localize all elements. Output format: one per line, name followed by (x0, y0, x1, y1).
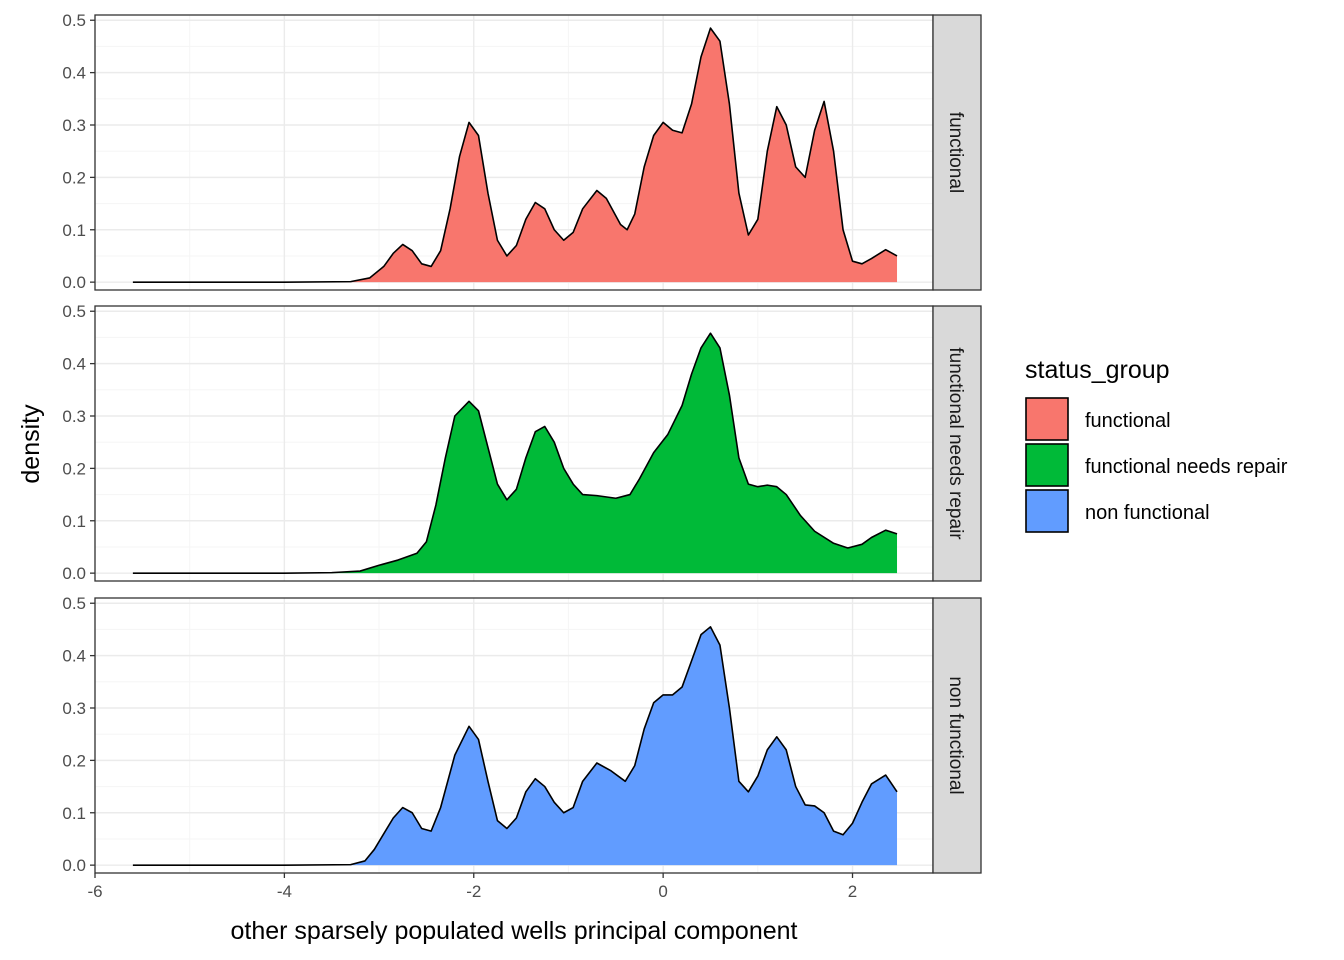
legend-title: status_group (1025, 356, 1170, 384)
density-area-functional-needs-repair (132, 333, 898, 574)
y-tick-label: 0.2 (62, 459, 86, 478)
facet-strip-label: functional needs repair (945, 347, 966, 540)
y-tick-label: 0.4 (62, 355, 86, 374)
y-tick-label: 0.3 (62, 116, 86, 135)
panel-non-functional: 0.0 0.1 0.2 0.3 0.4 0.5 non functional (62, 594, 982, 875)
legend-label: functional (1085, 410, 1171, 432)
y-axis-title: density (17, 404, 45, 484)
y-tick-label: 0.4 (62, 647, 86, 666)
y-tick-label: 0.1 (62, 512, 86, 531)
y-tick-label: 0.5 (62, 302, 86, 321)
x-axis: -6 -4 -2 0 2 (87, 873, 857, 901)
x-tick-label: 0 (658, 882, 667, 901)
legend-key (1025, 443, 1069, 487)
x-tick-label: -4 (277, 882, 292, 901)
y-tick-label: 0.1 (62, 804, 86, 823)
y-tick-label: 0.4 (62, 64, 86, 83)
legend-label: functional needs repair (1085, 456, 1288, 478)
y-tick-label: 0.1 (62, 221, 86, 240)
x-tick-label: 2 (848, 882, 857, 901)
density-area-functional (132, 28, 898, 283)
y-tick-label: 0.0 (62, 856, 86, 875)
facet-strip (932, 597, 982, 874)
facet-strip (932, 305, 982, 582)
y-tick-label: 0.2 (62, 168, 86, 187)
y-tick-label: 0.5 (62, 594, 86, 613)
legend-key (1025, 489, 1069, 533)
density-line-non-functional (132, 626, 898, 866)
legend: status_group functional functional needs … (1025, 356, 1288, 533)
facet-strip (932, 14, 982, 291)
density-area-non-functional (132, 626, 898, 866)
density-line-functional (132, 27, 898, 283)
panel-functional: 0.0 0.1 0.2 0.3 0.4 0.5 functional (62, 11, 982, 292)
facet-strip-label: functional (945, 112, 966, 193)
y-tick-label: 0.0 (62, 273, 86, 292)
legend-key (1025, 397, 1069, 441)
x-tick-label: -2 (466, 882, 481, 901)
y-tick-label: 0.0 (62, 564, 86, 583)
y-tick-label: 0.3 (62, 407, 86, 426)
x-tick-label: -6 (87, 882, 102, 901)
legend-label: non functional (1085, 502, 1210, 524)
x-axis-title: other sparsely populated wells principal… (231, 917, 798, 945)
density-line-functional-needs-repair (132, 332, 898, 574)
facet-strip-label: non functional (945, 676, 966, 794)
y-tick-label: 0.2 (62, 751, 86, 770)
y-tick-label: 0.5 (62, 11, 86, 30)
panel-functional-needs-repair: 0.0 0.1 0.2 0.3 0.4 0.5 functional needs repai… (62, 302, 982, 583)
facet-panels: 0.0 0.1 0.2 0.3 0.4 0.5 functional 0.0 0.1 0.2 0.3… (62, 11, 982, 901)
y-tick-label: 0.3 (62, 699, 86, 718)
